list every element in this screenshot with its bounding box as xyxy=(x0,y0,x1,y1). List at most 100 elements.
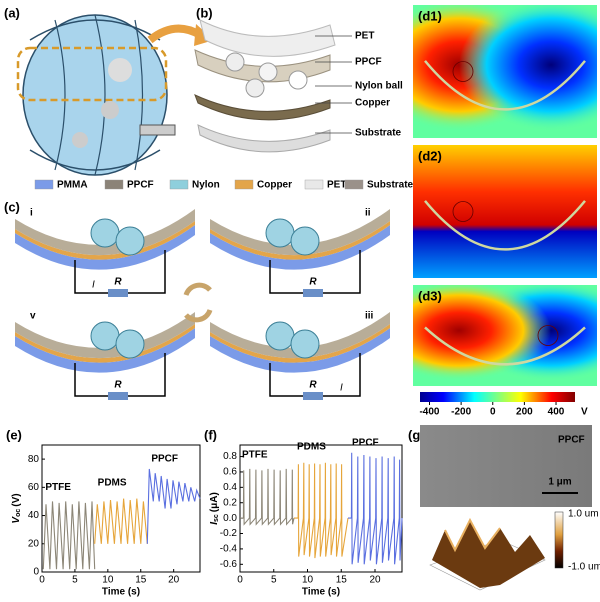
electrode-arc xyxy=(424,326,586,366)
series-line xyxy=(42,501,96,570)
series-line xyxy=(94,498,148,544)
legend-swatch xyxy=(169,179,189,190)
ball-outline xyxy=(452,61,474,82)
layer-label: Copper xyxy=(355,98,390,109)
nylon-ball xyxy=(90,218,120,248)
panel-label: (f) xyxy=(204,427,217,442)
afm-min: -1.0 um xyxy=(568,562,600,573)
y-label-main: V xyxy=(11,516,22,524)
plot-frame xyxy=(239,444,403,573)
x-tick-label: 0 xyxy=(237,575,243,586)
y-label-unit: (V) xyxy=(11,493,22,506)
panel-label: (e) xyxy=(6,427,22,442)
panel-label: (c) xyxy=(4,199,20,214)
ppcf-layer xyxy=(15,312,195,359)
y-tick-label: 0.2 xyxy=(223,497,237,508)
plot-frame xyxy=(41,444,201,573)
pmma-layer xyxy=(210,328,390,373)
resistor xyxy=(303,392,323,400)
scale-label: 1 μm xyxy=(548,477,571,488)
series-line xyxy=(146,468,201,544)
copper-layer xyxy=(15,324,195,363)
panel-label: (b) xyxy=(196,5,213,20)
stage-label: i xyxy=(30,208,33,219)
x-tick-label: 20 xyxy=(369,575,381,586)
layer-label: Nylon ball xyxy=(355,81,403,92)
x-tick-label: 10 xyxy=(102,575,114,586)
panel-label: (d1) xyxy=(418,8,442,23)
pmma-layer xyxy=(15,225,195,270)
legend-swatch xyxy=(304,179,324,190)
y-tick-label: 0 xyxy=(33,567,39,578)
field-map xyxy=(413,285,597,386)
resistor-label: R xyxy=(309,380,317,391)
layer-label: Substrate xyxy=(355,128,402,139)
layer-label: PET xyxy=(355,31,374,42)
resistor-label: R xyxy=(114,277,122,288)
resistor xyxy=(108,392,128,400)
colorbar-unit: V xyxy=(581,407,588,418)
nylon-ball xyxy=(265,218,295,248)
afm-max: 1.0 um xyxy=(568,509,599,520)
electrode-arc xyxy=(424,60,586,111)
legend-swatch xyxy=(34,179,54,190)
y-tick-label: 80 xyxy=(28,454,40,465)
legend-label: Nylon xyxy=(192,180,220,191)
current-label: I xyxy=(340,383,343,394)
layer-illustration xyxy=(194,19,336,153)
panel-label: (d2) xyxy=(418,148,442,163)
series-label: PPCF xyxy=(352,437,379,448)
x-tick-label: 5 xyxy=(271,575,277,586)
field-map xyxy=(413,145,597,278)
y-label-main: I xyxy=(209,522,220,525)
resistor xyxy=(303,289,323,297)
y-axis-label: Voc (V) xyxy=(11,493,22,523)
field-map xyxy=(413,5,597,138)
sem-label: PPCF xyxy=(558,435,585,446)
ppcf-layer xyxy=(210,312,390,359)
nylon-ball xyxy=(115,226,145,256)
y-tick-label: 20 xyxy=(28,538,40,549)
afm-colorbar xyxy=(554,511,564,569)
electrode-arc xyxy=(424,200,586,251)
colorbar-tick-label: -400 xyxy=(419,407,439,418)
stage-label: ii xyxy=(365,208,371,219)
y-tick-label: 60 xyxy=(28,482,40,493)
copper-layer xyxy=(15,221,195,260)
y-tick-label: -0.2 xyxy=(220,528,238,539)
layer-label: PPCF xyxy=(355,57,382,68)
x-tick-label: 15 xyxy=(336,575,348,586)
series-label: PTFE xyxy=(242,450,268,461)
colorbar-tick-label: 200 xyxy=(516,407,533,418)
y-tick-label: -0.6 xyxy=(220,559,238,570)
colorbar-tick-label: 400 xyxy=(548,407,565,418)
resistor xyxy=(108,289,128,297)
stage-label: v xyxy=(30,311,36,322)
pmma-layer xyxy=(210,225,390,270)
stage-label: iii xyxy=(365,311,374,322)
y-tick-label: 0.8 xyxy=(223,451,237,462)
legend-swatch xyxy=(104,179,124,190)
series-label: PDMS xyxy=(297,441,326,452)
y-tick-label: 0.6 xyxy=(223,467,237,478)
ppcf-layer xyxy=(210,209,390,256)
nylon-ball xyxy=(90,321,120,351)
colorbar-tick-label: -200 xyxy=(451,407,471,418)
ball-outline xyxy=(452,201,474,222)
y-label-unit: (μA) xyxy=(209,492,220,512)
resistor-label: R xyxy=(309,277,317,288)
legend-label: Copper xyxy=(257,180,292,191)
x-tick-label: 0 xyxy=(39,575,45,586)
legend-swatch xyxy=(344,179,364,190)
copper-layer xyxy=(210,221,390,260)
device-illustration xyxy=(16,14,214,176)
current-label: I xyxy=(92,280,95,291)
afm-surface xyxy=(429,517,546,591)
x-axis-label: Time (s) xyxy=(102,587,140,598)
legend-swatch xyxy=(234,179,254,190)
nylon-ball xyxy=(115,329,145,359)
pmma-layer xyxy=(15,328,195,373)
series-line xyxy=(348,452,403,565)
legend-label: PET xyxy=(327,180,346,191)
